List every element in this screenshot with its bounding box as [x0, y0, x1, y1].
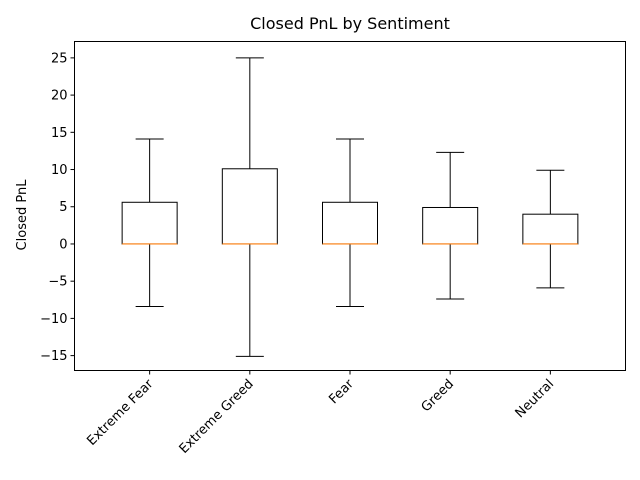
chart-title: Closed PnL by Sentiment — [250, 14, 450, 33]
plot-frame — [74, 41, 626, 371]
y-tick-label: 20 — [51, 89, 68, 104]
y-axis: −15 −10 −5 0 5 10 15 20 25 — [40, 51, 75, 364]
x-tick-label: Neutral — [513, 377, 558, 422]
x-tick-label: Fear — [326, 376, 357, 407]
y-tick-label: 25 — [51, 51, 68, 66]
box-group — [221, 57, 278, 357]
y-tick-label: −10 — [40, 312, 67, 327]
box-group — [522, 169, 579, 289]
y-tick-label: 0 — [59, 237, 67, 252]
plot-marks — [121, 57, 579, 357]
x-tick-label: Extreme Fear — [84, 376, 157, 449]
box — [522, 213, 579, 245]
y-tick-label: 15 — [51, 126, 68, 141]
box-group — [322, 138, 378, 307]
box — [221, 168, 278, 245]
y-tick-label: −15 — [40, 349, 67, 364]
box — [322, 201, 378, 245]
box — [422, 206, 479, 245]
x-axis: Extreme Fear Extreme Greed Fear Greed Neutra… — [84, 370, 558, 457]
y-tick-label: −5 — [48, 275, 67, 290]
box-group — [422, 151, 479, 300]
x-tick-label: Greed — [419, 377, 457, 415]
y-tick-label: 10 — [51, 163, 68, 178]
y-tick-label: 5 — [59, 200, 67, 215]
x-tick-label: Extreme Greed — [177, 377, 257, 457]
box-group — [121, 138, 178, 307]
box — [121, 201, 178, 245]
y-axis-label: Closed PnL — [15, 179, 30, 251]
